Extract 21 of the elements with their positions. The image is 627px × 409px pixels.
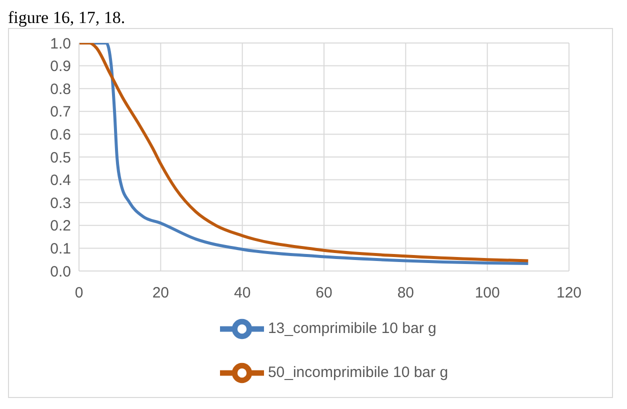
x-tick-label: 60 [316,284,332,302]
y-tick-label: 0.4 [50,172,71,190]
legend-label: 50_incomprimibile 10 bar g [268,364,448,381]
y-tick-label: 0.5 [50,149,71,166]
y-tick-label: 0.2 [50,218,71,235]
y-tick-label: 0.1 [50,240,71,258]
x-tick-label: 100 [474,284,500,302]
x-tick-label: 20 [152,284,170,302]
y-tick-label: 0.6 [50,126,71,144]
x-tick-label: 120 [556,284,582,302]
legend-label: 13_comprimibile 10 bar g [268,320,436,337]
caption: figure 16, 17, 18. [8,8,126,28]
y-tick-label: 0.0 [50,263,71,280]
y-tick-label: 0.8 [50,80,71,98]
y-tick-label: 1.0 [50,35,71,52]
x-tick-label: 80 [397,284,414,302]
y-tick-label: 0.7 [50,104,71,121]
y-tick-label: 0.9 [50,58,71,76]
x-tick-label: 40 [234,284,251,302]
x-tick-label: 0 [74,284,84,302]
y-tick-label: 0.3 [50,194,71,212]
